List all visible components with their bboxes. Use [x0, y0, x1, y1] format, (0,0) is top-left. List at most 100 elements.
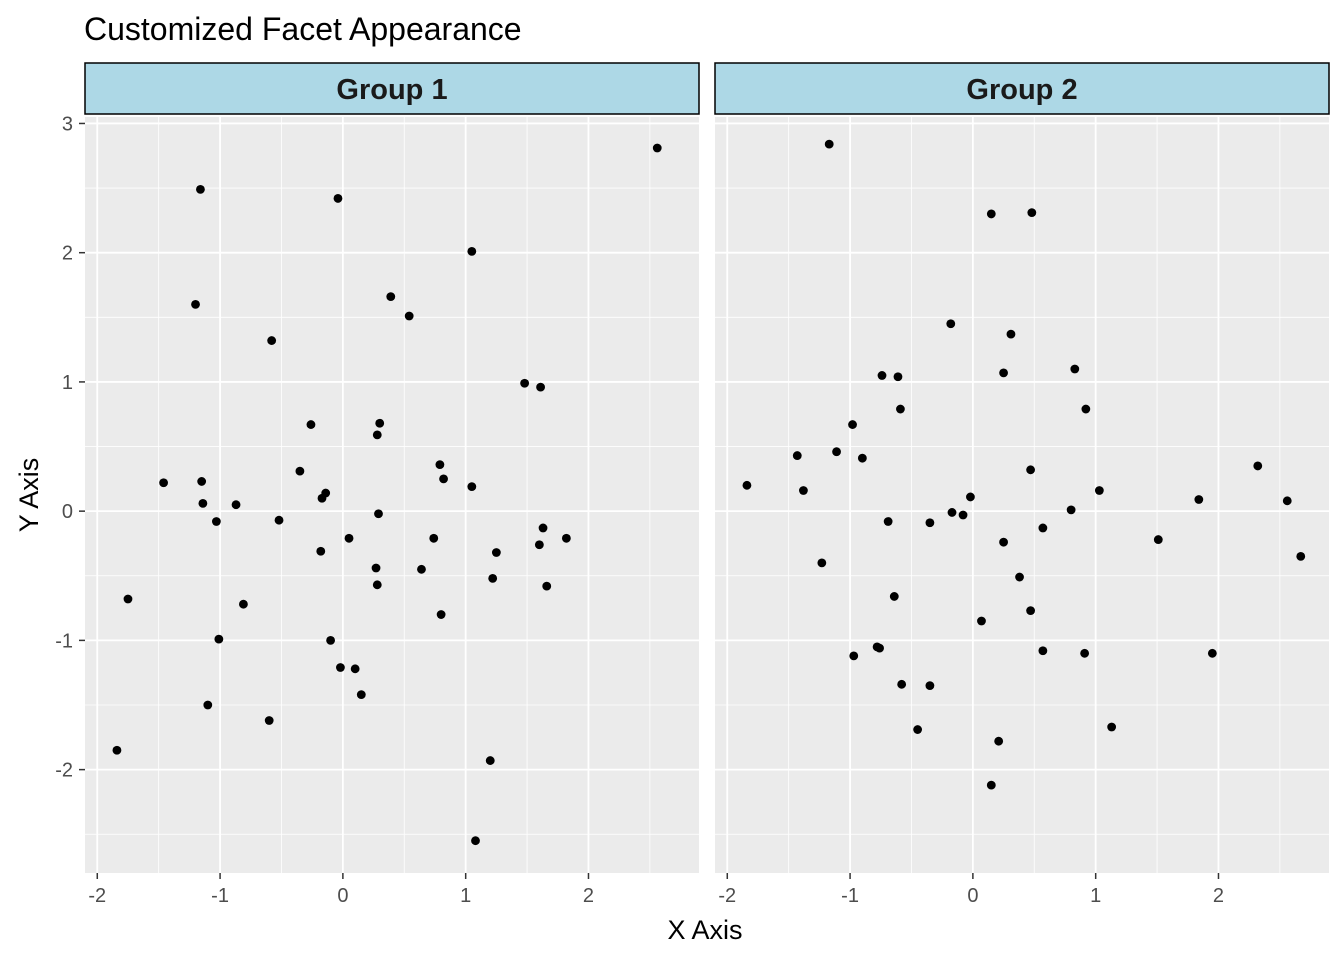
x-tick-label: 1	[460, 885, 471, 907]
data-point	[267, 336, 277, 345]
data-point	[849, 651, 859, 661]
y-tick-label: 0	[62, 501, 73, 523]
data-point	[1066, 505, 1076, 515]
y-tick-label: -2	[55, 760, 73, 782]
data-point	[1027, 208, 1037, 218]
x-tick-label: 1	[1090, 885, 1101, 907]
x-tick-label: 2	[1213, 885, 1224, 907]
data-point	[344, 533, 354, 543]
data-point	[986, 780, 996, 790]
facet-panels: Group 1 Group 2	[84, 62, 1330, 873]
x-axis-title: X Axis	[667, 915, 742, 945]
data-point	[958, 510, 968, 520]
data-point	[946, 319, 956, 329]
data-point	[488, 573, 498, 583]
data-point	[1253, 461, 1263, 471]
data-point	[897, 679, 907, 689]
data-point	[925, 518, 935, 528]
data-point	[889, 592, 899, 601]
data-point	[417, 564, 426, 574]
facet-panel: Group 1	[84, 62, 700, 873]
y-tick-label: 2	[62, 243, 73, 265]
data-point	[356, 690, 366, 700]
data-point	[742, 480, 752, 490]
data-point	[925, 681, 935, 691]
data-point	[1153, 535, 1163, 544]
data-point	[467, 247, 477, 256]
y-tick-label: 1	[62, 372, 73, 394]
y-axis: -2 -1 0 1 2 3	[55, 113, 85, 782]
data-point	[429, 533, 439, 543]
data-point	[264, 716, 274, 725]
data-point	[538, 523, 548, 533]
data-point	[435, 460, 445, 470]
data-point	[485, 756, 495, 765]
data-point	[274, 515, 284, 525]
data-point	[1006, 329, 1016, 339]
data-point	[404, 311, 414, 321]
y-axis-title: Y Axis	[14, 458, 44, 533]
data-point	[977, 616, 986, 626]
data-point	[966, 492, 975, 502]
data-point	[1015, 572, 1024, 582]
data-point	[1081, 404, 1091, 414]
data-point	[159, 478, 168, 488]
data-point	[239, 599, 248, 609]
data-point	[1080, 648, 1090, 658]
data-point	[211, 517, 221, 526]
data-point	[350, 664, 360, 674]
data-point	[1070, 364, 1080, 374]
data-point	[652, 143, 662, 153]
data-point	[316, 546, 326, 556]
x-tick-label: 0	[337, 885, 348, 907]
data-point	[561, 533, 571, 543]
data-point	[875, 643, 884, 653]
data-point	[1094, 486, 1104, 495]
data-point	[191, 299, 200, 309]
data-point	[1038, 646, 1048, 656]
data-point	[386, 292, 396, 302]
data-point	[374, 509, 383, 519]
data-point	[372, 580, 382, 590]
data-point	[542, 581, 552, 591]
data-point	[1026, 606, 1035, 616]
data-point	[986, 209, 996, 219]
facet-strip	[714, 62, 1330, 115]
y-tick-label: -1	[55, 630, 73, 652]
data-point	[994, 736, 1004, 746]
data-point	[857, 453, 867, 463]
data-point	[536, 382, 545, 392]
data-point	[1038, 523, 1048, 533]
x-tick-label: 2	[583, 885, 594, 907]
x-tick-label: -1	[841, 885, 859, 907]
data-point	[1026, 465, 1035, 475]
facet-strip	[84, 62, 700, 115]
data-point	[520, 378, 530, 388]
data-point	[306, 420, 316, 429]
data-point	[1282, 496, 1292, 506]
data-point	[123, 594, 133, 604]
facet-panel: Group 2	[714, 62, 1330, 873]
data-point	[198, 499, 208, 508]
data-point	[799, 486, 808, 495]
data-point	[326, 635, 335, 645]
data-point	[371, 563, 381, 573]
data-point	[436, 610, 446, 619]
data-point	[317, 493, 327, 503]
y-tick-label: 3	[62, 113, 73, 135]
data-point	[896, 404, 905, 414]
data-point	[196, 184, 205, 194]
data-point	[333, 194, 343, 203]
data-point	[372, 430, 382, 440]
data-point	[439, 474, 448, 484]
data-point	[534, 540, 544, 550]
data-point	[1107, 722, 1117, 732]
x-tick-label: -1	[211, 885, 229, 907]
data-point	[877, 371, 887, 380]
data-point	[883, 517, 893, 526]
data-point	[467, 482, 477, 491]
data-point	[471, 836, 480, 846]
panel-background	[715, 117, 1329, 873]
data-point	[913, 725, 923, 734]
